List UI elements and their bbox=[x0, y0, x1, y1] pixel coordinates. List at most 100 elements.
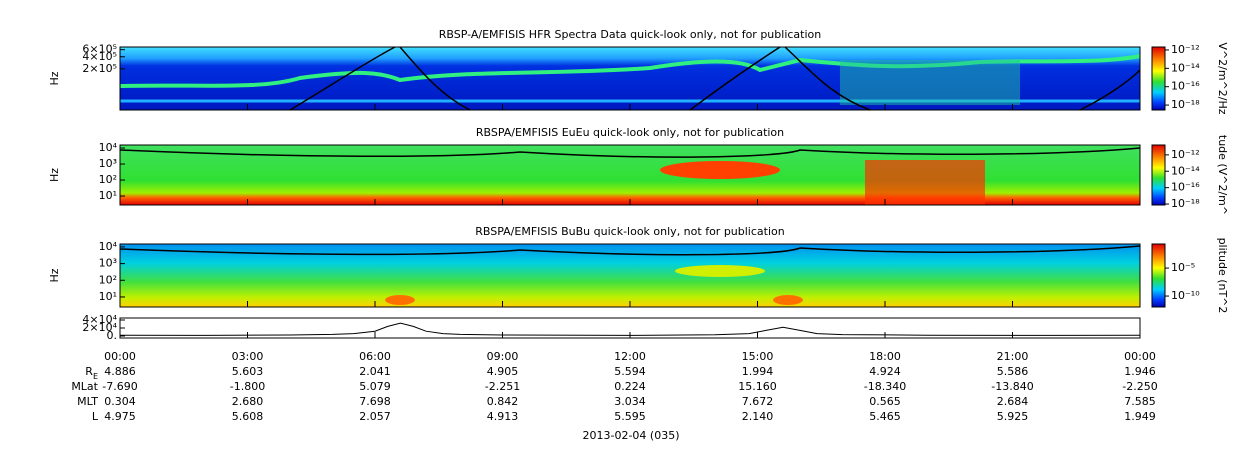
ephemeris-value: 2.684 bbox=[997, 395, 1029, 408]
y-tick-label: 10⁴ bbox=[99, 141, 118, 154]
ephemeris-value: 4.924 bbox=[869, 365, 901, 378]
ephemeris-label-text: L bbox=[92, 410, 99, 423]
ephemeris-label: L bbox=[92, 410, 99, 423]
ephemeris-label: MLT bbox=[77, 395, 98, 408]
y-axis-label: Hz bbox=[48, 168, 61, 182]
ephemeris-value: 7.698 bbox=[359, 395, 391, 408]
y-tick-label: 6×10⁵ bbox=[82, 43, 117, 56]
colorbar bbox=[1151, 46, 1166, 111]
colorbar bbox=[1151, 243, 1166, 308]
ephemeris-value: 1.994 bbox=[742, 365, 774, 378]
ephemeris-value: 2.057 bbox=[359, 410, 391, 423]
x-tick-label: 03:00 bbox=[232, 350, 264, 363]
ephemeris-value: 4.886 bbox=[104, 365, 136, 378]
ephemeris-value: -1.800 bbox=[230, 380, 265, 393]
spectral-patch bbox=[660, 161, 780, 179]
ephemeris-value: -13.840 bbox=[991, 380, 1033, 393]
ephemeris-value: 4.905 bbox=[487, 365, 519, 378]
panel-title: RBSPA/EMFISIS EuEu quick-look only, not … bbox=[476, 126, 784, 139]
colorbar-tick-label: 10⁻¹⁶ bbox=[1171, 181, 1200, 194]
ephemeris-value: 15.160 bbox=[738, 380, 777, 393]
ephemeris-label: MLat bbox=[71, 380, 98, 393]
x-tick-label: 09:00 bbox=[487, 350, 519, 363]
panel-title: RBSP-A/EMFISIS HFR Spectra Data quick-lo… bbox=[439, 28, 822, 41]
y-tick-label: 4×10⁴ bbox=[82, 313, 117, 326]
ephemeris-value: 4.913 bbox=[487, 410, 519, 423]
colorbar bbox=[1151, 144, 1166, 206]
cyclotron-curve bbox=[289, 46, 1141, 111]
x-tick-label: 12:00 bbox=[614, 350, 646, 363]
y-axis-label: Hz bbox=[48, 268, 61, 282]
ephemeris-value: 5.586 bbox=[997, 365, 1029, 378]
ephemeris-value: 2.041 bbox=[359, 365, 391, 378]
ephemeris-value: 1.946 bbox=[1124, 365, 1156, 378]
y-tick-label: 2×10⁵ bbox=[82, 62, 117, 75]
y-tick-label: 0. bbox=[107, 329, 118, 342]
spectral-patch bbox=[865, 160, 985, 205]
colorbar-tick-label: 10⁻⁵ bbox=[1171, 261, 1195, 274]
ephemeris-label-text: MLat bbox=[71, 380, 98, 393]
y-tick-label: 4×10⁵ bbox=[82, 50, 117, 63]
ephemeris-value: 3.034 bbox=[614, 395, 646, 408]
ephemeris-value: 5.925 bbox=[997, 410, 1029, 423]
ephemeris-value: -2.251 bbox=[485, 380, 520, 393]
spectral-patch bbox=[840, 60, 1020, 105]
x-tick-label: 18:00 bbox=[869, 350, 901, 363]
ephemeris-value: 0.565 bbox=[869, 395, 901, 408]
colorbar-label: plitude (nT^2 bbox=[1216, 238, 1229, 314]
ephemeris-value: 2.680 bbox=[232, 395, 264, 408]
ephemeris-value: 5.603 bbox=[232, 365, 264, 378]
line-series bbox=[119, 322, 1141, 336]
ephemeris-value: -2.250 bbox=[1122, 380, 1157, 393]
ephemeris-label: RE bbox=[85, 365, 98, 381]
colorbar-tick-label: 10⁻¹⁸ bbox=[1171, 197, 1200, 210]
y-tick-label: 10³ bbox=[99, 157, 117, 170]
colorbar-tick-label: 10⁻¹⁶ bbox=[1171, 80, 1200, 93]
spectral-patch bbox=[675, 265, 765, 277]
spectrogram-images bbox=[119, 46, 1141, 307]
x-tick-label: 21:00 bbox=[997, 350, 1029, 363]
colorbar-tick-label: 10⁻¹⁴ bbox=[1171, 61, 1200, 74]
ephemeris-value: 4.975 bbox=[104, 410, 136, 423]
ephemeris-value: 7.585 bbox=[1124, 395, 1156, 408]
ephemeris-value: 0.304 bbox=[104, 395, 136, 408]
ephemeris-label-text: MLT bbox=[77, 395, 98, 408]
ephemeris-value: -7.690 bbox=[102, 380, 137, 393]
ephemeris-label-text: R bbox=[85, 365, 93, 378]
colorbar-tick-label: 10⁻¹² bbox=[1171, 148, 1200, 161]
colorbar-tick-label: 10⁻¹² bbox=[1171, 43, 1200, 56]
ephemeris-value: 7.672 bbox=[742, 395, 774, 408]
ephemeris-label-sub: E bbox=[93, 372, 98, 381]
y-tick-label: 10³ bbox=[99, 257, 117, 270]
colorbar-tick-label: 10⁻¹⁴ bbox=[1171, 164, 1200, 177]
x-tick-label: 06:00 bbox=[359, 350, 391, 363]
ephemeris-value: 5.079 bbox=[359, 380, 391, 393]
ephemeris-value: 2.140 bbox=[742, 410, 774, 423]
ephemeris-value: 5.465 bbox=[869, 410, 901, 423]
cyclotron-curve bbox=[119, 147, 1141, 158]
cyclotron-curve bbox=[119, 245, 1141, 256]
colorbar-label: V^2/m^2/Hz bbox=[1216, 42, 1229, 114]
y-axis-label: Hz bbox=[48, 71, 61, 85]
y-tick-label: 10² bbox=[99, 173, 117, 186]
ephemeris-value: 1.949 bbox=[1124, 410, 1156, 423]
y-tick-label: 10² bbox=[99, 273, 117, 286]
x-tick-label: 00:00 bbox=[104, 350, 136, 363]
ephemeris-value: 5.594 bbox=[614, 365, 646, 378]
spectral-patch bbox=[385, 295, 415, 305]
x-tick-label: 15:00 bbox=[742, 350, 774, 363]
colorbar-tick-label: 10⁻¹⁰ bbox=[1171, 289, 1200, 302]
ephemeris-value: 5.608 bbox=[232, 410, 264, 423]
x-tick-label: 00:00 bbox=[1124, 350, 1156, 363]
y-tick-label: 10⁴ bbox=[99, 240, 118, 253]
colorbar-label: tude (V^2/m^ bbox=[1216, 135, 1229, 215]
ephemeris-value: 0.224 bbox=[614, 380, 646, 393]
y-tick-label: 2×10⁴ bbox=[82, 321, 117, 334]
y-tick-label: 10¹ bbox=[99, 189, 117, 202]
y-tick-label: 10¹ bbox=[99, 290, 117, 303]
ephemeris-value: 5.595 bbox=[614, 410, 646, 423]
ephemeris-value: 0.842 bbox=[487, 395, 519, 408]
date-label: 2013-02-04 (035) bbox=[582, 429, 679, 442]
spectral-patch bbox=[773, 295, 803, 305]
